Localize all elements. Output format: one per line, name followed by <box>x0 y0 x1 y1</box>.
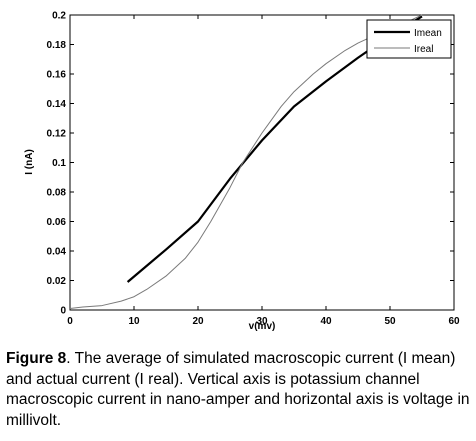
legend-label-ireal: Ireal <box>414 44 433 55</box>
y-tick-label: 0.02 <box>47 276 67 287</box>
tick-marks <box>69 14 455 311</box>
series-line-ireal <box>69 14 423 310</box>
line-chart: 0 10 20 30 40 50 60 0 0.02 0.04 0.06 0.08 0.1 0.12 0.1… <box>24 11 460 333</box>
y-tick-label: 0.1 <box>52 158 66 169</box>
chart-canvas: 0 10 20 30 40 50 60 0 0.02 0.04 0.06 0.08 0.1 0.12 0.1… <box>24 11 460 333</box>
legend: Imean Ireal <box>366 19 452 59</box>
caption-figure-label: Figure 8 <box>6 350 67 367</box>
legend-box <box>366 19 452 59</box>
y-axis-label: I (nA) <box>24 149 35 175</box>
y-tick-label: 0 <box>60 306 66 317</box>
x-axis-label: v(mv) <box>249 321 276 332</box>
y-tick-label: 0.2 <box>52 11 66 22</box>
y-tick-label: 0.04 <box>47 247 67 258</box>
figure-caption: Figure 8. The average of simulated macro… <box>6 349 470 431</box>
plot-area <box>69 14 455 311</box>
x-tick-label: 0 <box>67 316 73 327</box>
x-tick-label: 20 <box>192 316 204 327</box>
x-tick-label: 40 <box>320 316 332 327</box>
x-tick-label: 60 <box>448 316 460 327</box>
x-tick-label: 50 <box>384 316 396 327</box>
x-tick-label: 30 <box>256 316 268 327</box>
legend-label-imean: Imean <box>414 28 442 39</box>
caption-text: . The average of simulated macroscopic c… <box>6 350 470 429</box>
y-tick-label: 0.12 <box>47 129 67 140</box>
y-tick-label: 0.14 <box>47 99 67 110</box>
x-tick-label: 10 <box>128 316 140 327</box>
y-tick-label: 0.18 <box>47 40 67 51</box>
y-tick-label: 0.08 <box>47 188 67 199</box>
y-tick-label: 0.16 <box>47 70 67 81</box>
tick-labels: 0 10 20 30 40 50 60 0 0.02 0.04 0.06 0.08 0.1 0.12 0.1… <box>47 11 460 328</box>
y-tick-label: 0.06 <box>47 217 67 228</box>
